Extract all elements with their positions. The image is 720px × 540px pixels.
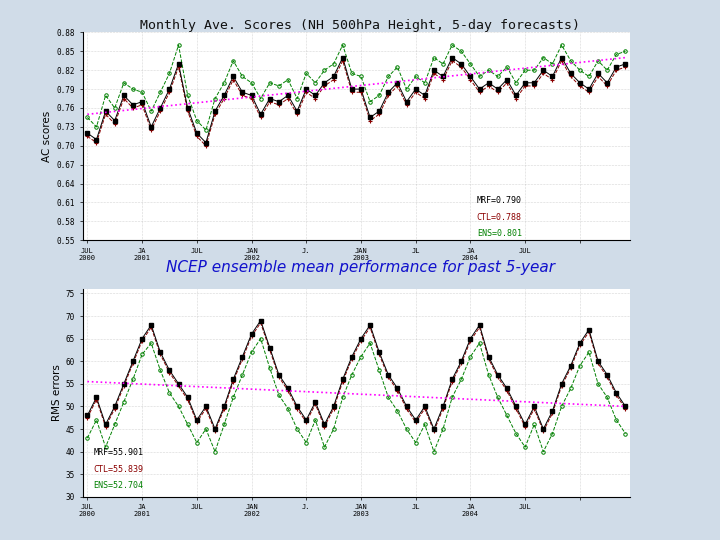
Text: ENS=52.704: ENS=52.704 [94,482,144,490]
Y-axis label: RMS errors: RMS errors [52,364,62,421]
Text: MRF=55.901: MRF=55.901 [94,448,144,457]
Text: CTL=0.788: CTL=0.788 [477,213,522,221]
Y-axis label: AC scores: AC scores [42,111,53,162]
Text: ENS=0.801: ENS=0.801 [477,229,522,238]
Text: Monthly Ave. Scores (NH 500hPa Height, 5-day forecasts): Monthly Ave. Scores (NH 500hPa Height, 5… [140,19,580,32]
Text: CTL=55.839: CTL=55.839 [94,465,144,474]
Text: MRF=0.790: MRF=0.790 [477,196,522,205]
Text: NCEP ensemble mean performance for past 5-year: NCEP ensemble mean performance for past … [166,260,554,275]
